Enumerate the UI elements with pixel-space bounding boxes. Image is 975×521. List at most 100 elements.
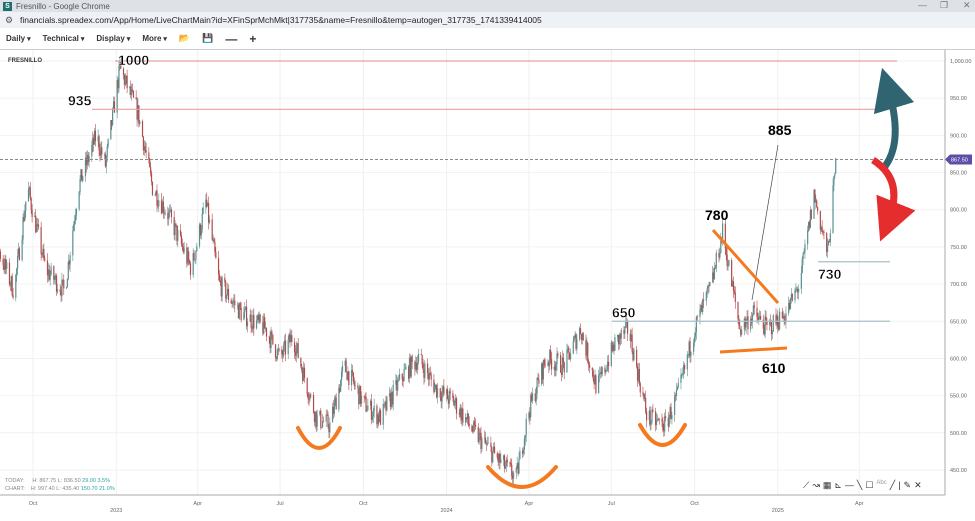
candle-body bbox=[544, 364, 546, 366]
curve-icon[interactable]: ↝ bbox=[812, 480, 820, 490]
candle-body bbox=[439, 388, 441, 398]
candle-body bbox=[426, 363, 429, 374]
address-bar[interactable]: ⚙ financials.spreadex.com/App/Home/LiveC… bbox=[0, 12, 975, 28]
candle-body bbox=[85, 157, 87, 166]
candle-body bbox=[503, 455, 505, 460]
candle-body bbox=[657, 418, 659, 420]
candle-body bbox=[504, 466, 507, 469]
y-tick-label: 800.00 bbox=[950, 208, 967, 214]
candle-body bbox=[237, 304, 240, 319]
candle-body bbox=[384, 401, 386, 405]
candle-body bbox=[107, 139, 109, 147]
price-chart[interactable]: 1000 935 650 730 867.50 780 610 885 1,000.00 950.… bbox=[0, 50, 975, 521]
candle-body bbox=[319, 410, 321, 415]
text-icon[interactable]: Abc bbox=[876, 480, 887, 486]
candle-body bbox=[86, 155, 88, 166]
candle-body bbox=[639, 383, 641, 393]
close-icon[interactable]: ✕ bbox=[914, 480, 922, 490]
more-menu[interactable]: More bbox=[142, 34, 167, 43]
candle-body bbox=[479, 432, 481, 434]
candle-body bbox=[783, 315, 785, 322]
candle-body bbox=[372, 411, 374, 416]
candle-body bbox=[753, 305, 755, 308]
candle-body bbox=[142, 136, 145, 151]
zoom-out-icon[interactable]: — bbox=[225, 31, 238, 46]
daily-menu[interactable]: Daily bbox=[6, 34, 31, 43]
candle-body bbox=[701, 304, 703, 312]
grid-icon[interactable]: ▦ bbox=[822, 480, 832, 490]
candle-body bbox=[215, 251, 217, 259]
candle-body bbox=[395, 380, 397, 385]
zoom-in-icon[interactable]: + bbox=[249, 31, 257, 46]
candle-body bbox=[149, 159, 151, 168]
up-arrow-icon bbox=[873, 67, 915, 173]
candle-body bbox=[75, 209, 78, 216]
technical-menu[interactable]: Technical bbox=[43, 34, 85, 43]
candle-body bbox=[340, 380, 342, 392]
rect-icon[interactable]: ☐ bbox=[865, 480, 874, 490]
candle-body bbox=[110, 120, 112, 140]
restore-button[interactable]: ❐ bbox=[940, 0, 949, 10]
candle-body bbox=[417, 354, 420, 363]
orange-trendline-down bbox=[711, 229, 780, 304]
candle-body bbox=[522, 449, 525, 454]
candle-body bbox=[252, 315, 254, 329]
candle-body bbox=[226, 295, 228, 299]
candle-body bbox=[2, 258, 4, 266]
candle-body bbox=[282, 354, 284, 356]
candle-body bbox=[676, 386, 678, 390]
candle-body bbox=[699, 309, 701, 318]
candle-body bbox=[573, 337, 575, 342]
hline-icon[interactable]: — bbox=[844, 480, 854, 490]
candle-body bbox=[404, 368, 406, 370]
candle-body bbox=[148, 152, 150, 160]
open-folder-icon[interactable]: 📂 bbox=[178, 33, 191, 43]
candle-body bbox=[367, 405, 369, 411]
candle-body bbox=[693, 336, 696, 343]
candle-body bbox=[771, 331, 773, 335]
line-icon[interactable]: ⟋ bbox=[803, 480, 810, 490]
url-text[interactable]: financials.spreadex.com/App/Home/LiveCha… bbox=[20, 15, 542, 25]
candle-body bbox=[92, 137, 94, 145]
candle-body bbox=[123, 75, 126, 85]
pen-icon[interactable]: ╱ bbox=[889, 480, 896, 490]
candle-body bbox=[689, 341, 691, 357]
pencil-icon[interactable]: ✎ bbox=[903, 480, 912, 490]
candle-body bbox=[746, 316, 748, 321]
candle-body bbox=[24, 210, 26, 221]
candle-body bbox=[243, 312, 245, 321]
candle-body bbox=[18, 248, 21, 261]
candle-body bbox=[274, 344, 277, 358]
candle-body bbox=[617, 334, 620, 345]
candle-body bbox=[150, 173, 153, 182]
candle-body bbox=[809, 209, 811, 228]
candle-body bbox=[382, 404, 384, 425]
close-button[interactable]: ✕ bbox=[963, 0, 971, 10]
candle-body bbox=[580, 333, 583, 340]
orange-bottom-curve bbox=[486, 465, 558, 489]
save-icon[interactable]: 💾 bbox=[202, 33, 214, 43]
candle-body bbox=[445, 389, 448, 395]
candle-body bbox=[819, 210, 821, 230]
candle-body bbox=[29, 187, 31, 199]
candle-body bbox=[48, 269, 50, 280]
display-menu[interactable]: Display bbox=[96, 34, 130, 43]
minimize-button[interactable]: — bbox=[918, 0, 927, 10]
site-info-icon[interactable]: ⚙ bbox=[5, 15, 14, 25]
candle-body bbox=[447, 399, 449, 404]
fib-icon[interactable]: ⊾ bbox=[834, 480, 842, 490]
candle-body bbox=[112, 101, 115, 109]
candle-body bbox=[88, 156, 90, 162]
candle-body bbox=[766, 320, 768, 325]
trendline-icon[interactable]: ╲ bbox=[856, 480, 863, 490]
candle-body bbox=[82, 176, 84, 181]
candle-body bbox=[390, 392, 392, 408]
candle-body bbox=[518, 459, 520, 474]
candle-body bbox=[80, 169, 82, 180]
candle-body bbox=[219, 280, 221, 283]
candle-body bbox=[186, 247, 188, 264]
candle-body bbox=[467, 413, 469, 424]
candle-body bbox=[737, 301, 739, 319]
candle-body bbox=[28, 187, 30, 189]
candle-body bbox=[250, 314, 252, 328]
